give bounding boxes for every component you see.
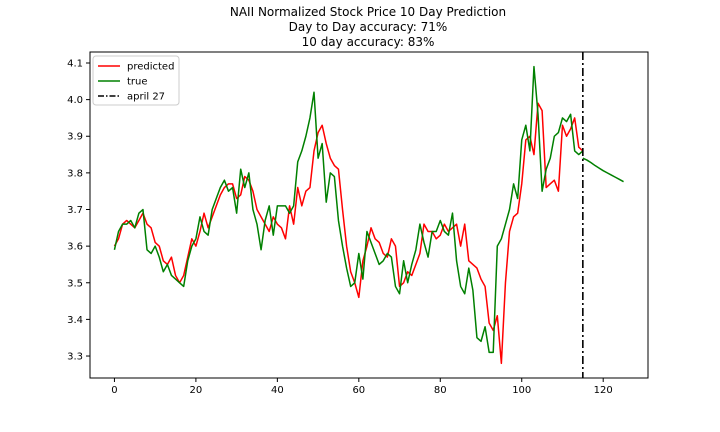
- chart-title-line-2: Day to Day accuracy: 71%: [289, 20, 448, 34]
- x-tick-label: 0: [111, 385, 117, 396]
- legend-box: [92, 55, 180, 106]
- x-tick-label: 80: [434, 385, 447, 396]
- y-tick-label: 3.4: [67, 315, 83, 326]
- chart-title-line-1: NAII Normalized Stock Price 10 Day Predi…: [230, 5, 506, 19]
- x-tick-label: 60: [352, 385, 365, 396]
- y-tick-label: 3.8: [67, 168, 83, 179]
- y-tick-label: 3.3: [67, 352, 83, 363]
- y-tick-label: 3.6: [67, 242, 83, 253]
- legend-label-predicted: predicted: [127, 62, 174, 73]
- axes: 0 20 40 60 80 100 120 3.3 3.4 3.5 3.6 3.7 3.8 3.9 4.0 4…: [67, 51, 649, 396]
- x-tick-label: 120: [594, 385, 613, 396]
- plot-area: [113, 52, 624, 378]
- x-tick-label: 20: [190, 385, 203, 396]
- y-tick-label: 3.9: [67, 132, 83, 143]
- legend-label-true: true: [127, 77, 148, 88]
- legend: predicted true april 27: [92, 55, 180, 106]
- x-tick-label: 100: [512, 385, 531, 396]
- y-tick-label: 4.0: [67, 95, 83, 106]
- chart-title-line-3: 10 day accuracy: 83%: [302, 35, 435, 49]
- y-tick-label: 3.7: [67, 205, 83, 216]
- legend-label-april-27: april 27: [127, 92, 165, 103]
- series-line-predicted: [113, 102, 584, 365]
- y-tick-label: 3.5: [67, 278, 83, 289]
- series-line-true-forecast: [582, 157, 624, 183]
- y-tick-label: 4.1: [67, 58, 83, 69]
- axes-frame: [89, 51, 649, 379]
- x-tick-label: 40: [271, 385, 284, 396]
- series-line-true: [113, 65, 584, 354]
